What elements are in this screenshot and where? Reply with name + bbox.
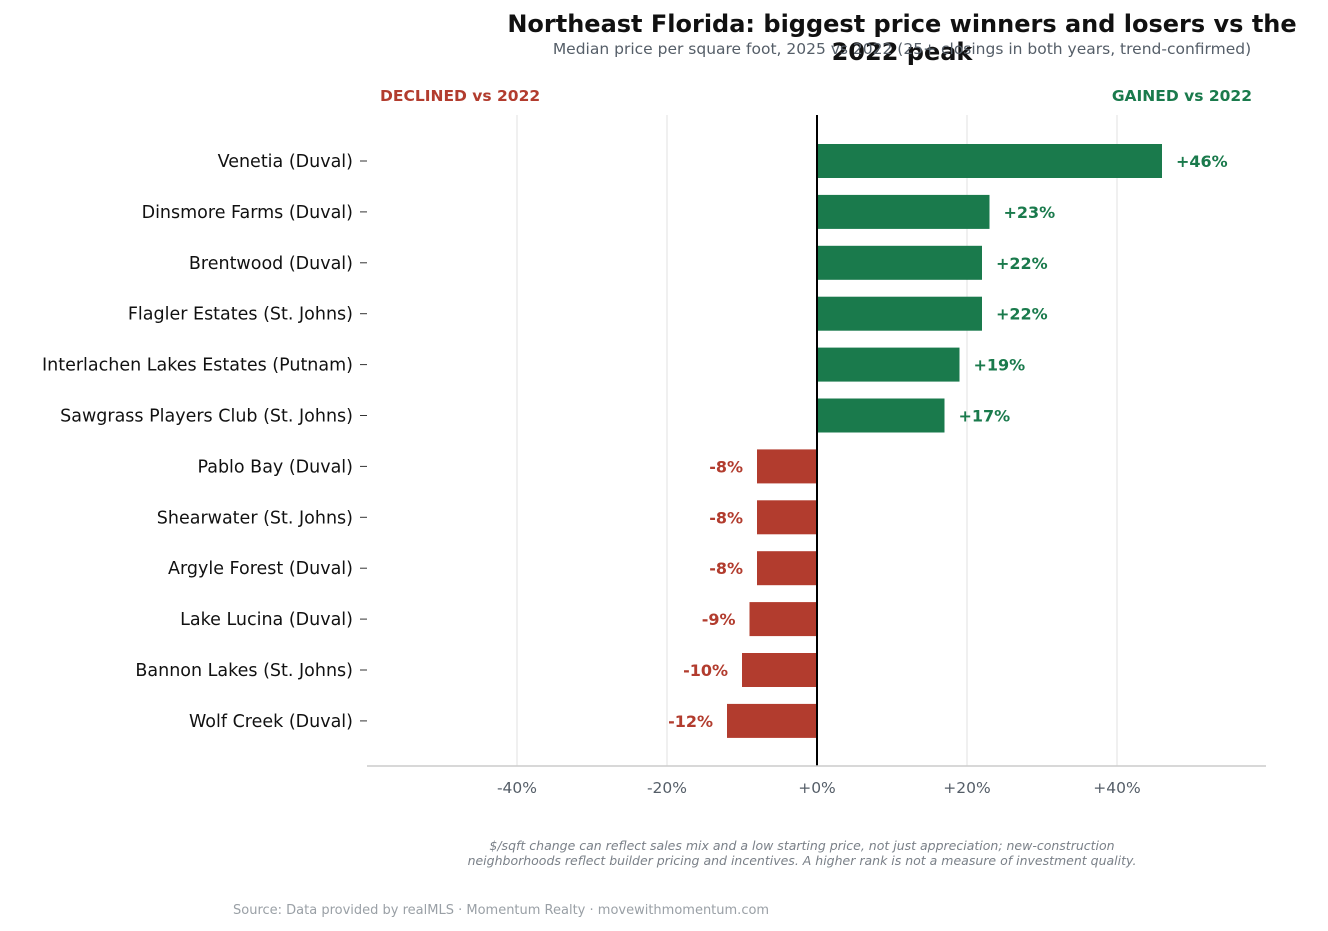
bar (817, 398, 945, 433)
category-label: Lake Lucina (Duval) (180, 610, 353, 630)
footnote: $/sqft change can reflect sales mix and … (400, 838, 1204, 868)
category-label: Dinsmore Farms (Duval) (142, 203, 353, 223)
category-label: Shearwater (St. Johns) (157, 508, 353, 528)
value-label: -9% (702, 610, 736, 629)
value-label: -8% (709, 457, 743, 476)
bar (817, 144, 1162, 178)
footnote-line-2: neighborhoods reflect builder pricing an… (467, 853, 1137, 868)
value-label: -10% (683, 661, 728, 680)
bar (817, 245, 982, 280)
value-label: +23% (1004, 203, 1056, 222)
category-label: Interlachen Lakes Estates (Putnam) (42, 356, 353, 376)
category-label: Wolf Creek (Duval) (189, 712, 353, 732)
x-tick-label: +40% (1093, 779, 1140, 797)
value-label: -8% (709, 508, 743, 527)
footnote-line-1: $/sqft change can reflect sales mix and … (489, 838, 1115, 853)
bar (757, 449, 817, 484)
x-tick-label: +20% (943, 779, 990, 797)
gained-side-label: GAINED vs 2022 (1112, 87, 1252, 105)
value-label: +17% (959, 407, 1011, 426)
category-label: Brentwood (Duval) (189, 254, 353, 274)
value-label: -8% (709, 559, 743, 578)
bars (727, 115, 1162, 766)
x-tick-label: +0% (798, 779, 836, 797)
chart-title: Northeast Florida: biggest price winners… (507, 10, 1297, 66)
chart-subtitle: Median price per square foot, 2025 vs 20… (552, 40, 1252, 58)
category-label: Sawgrass Players Club (St. Johns) (60, 407, 353, 427)
value-label: +19% (974, 356, 1026, 375)
x-axis: -40% -20% +0% +20% +40% (367, 765, 1266, 797)
category-label: Argyle Forest (Duval) (168, 559, 353, 579)
category-label: Venetia (Duval) (218, 152, 353, 172)
category-label: Pablo Bay (Duval) (197, 457, 353, 477)
bar (749, 602, 817, 637)
value-label: +22% (996, 254, 1048, 273)
category-label: Bannon Lakes (St. Johns) (135, 661, 353, 681)
value-label: -12% (668, 712, 713, 731)
source-credit: Source: Data provided by realMLS · Momen… (233, 903, 770, 918)
x-tick-label: -20% (647, 779, 687, 797)
bar (757, 551, 817, 586)
value-label: +22% (996, 305, 1048, 324)
bar (817, 347, 960, 382)
bar (742, 653, 817, 687)
x-tick-label: -40% (497, 779, 537, 797)
bar (757, 500, 817, 535)
declined-side-label: DECLINED vs 2022 (380, 87, 540, 105)
bar (817, 296, 982, 331)
bar (727, 703, 817, 738)
category-label: Flagler Estates (St. Johns) (128, 305, 353, 325)
value-label: +46% (1176, 152, 1228, 171)
bar (817, 194, 990, 229)
category-labels: Venetia (Duval) Dinsmore Farms (Duval) Bre… (42, 152, 367, 732)
value-labels: +46% +23% +22% +22% +19% +17% -8% -8% -8% -9% -10%… (668, 152, 1228, 731)
